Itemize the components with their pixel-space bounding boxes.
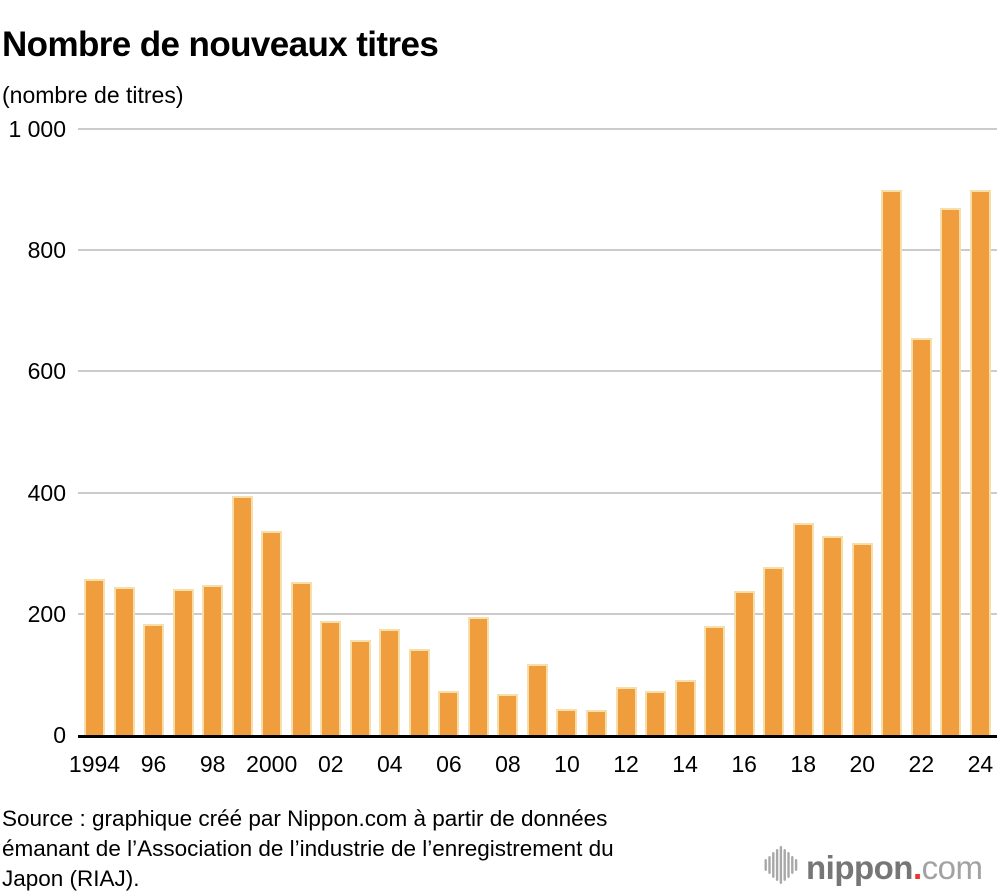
x-tick-label: 98 — [199, 751, 226, 777]
bar-2012 — [615, 687, 637, 735]
bar-1997 — [172, 589, 194, 735]
bar-2011 — [586, 710, 607, 735]
bar-2004 — [379, 629, 401, 735]
bar-2005 — [408, 649, 430, 735]
bar-2024 — [969, 190, 991, 735]
x-tick-label: 12 — [613, 751, 639, 777]
bar-2020 — [851, 543, 873, 735]
x-tick-label: 06 — [436, 751, 462, 777]
gridline — [78, 249, 997, 252]
bar-2022 — [910, 338, 932, 735]
bar-2018 — [792, 523, 814, 735]
nippon-logo: nippon.com — [764, 844, 983, 891]
bar-1994 — [84, 579, 105, 735]
logo-wordmark: nippon.com — [806, 848, 983, 887]
gridline — [78, 491, 997, 494]
x-tick-label: 20 — [849, 751, 876, 777]
bar-2008 — [497, 694, 519, 735]
source-line: émanant de l’Association de l’industrie … — [2, 836, 614, 861]
y-tick-label: 600 — [27, 358, 66, 385]
source-line: Source : graphique créé par Nippon.com à… — [2, 806, 608, 831]
bar-2014 — [674, 680, 696, 735]
x-tick-label: 16 — [731, 751, 757, 777]
bar-1999 — [231, 496, 253, 735]
y-tick-label: 400 — [27, 479, 66, 506]
source-line: Japon (RIAJ). — [2, 866, 140, 891]
bar-1996 — [143, 624, 165, 735]
bar-2002 — [320, 621, 342, 735]
x-tick-label: 04 — [377, 751, 403, 777]
bar-2009 — [526, 664, 548, 735]
bar-1995 — [113, 587, 135, 735]
y-tick-label: 0 — [53, 722, 66, 748]
x-tick-label: 96 — [140, 751, 167, 777]
y-tick-label: 200 — [27, 600, 66, 627]
bar-2001 — [290, 582, 312, 735]
chart-title: Nombre de nouveaux titres — [2, 25, 439, 65]
x-tick-label: 18 — [790, 751, 817, 777]
bar-2003 — [349, 640, 371, 735]
plot-area — [78, 128, 997, 735]
x-tick-label: 22 — [908, 751, 935, 777]
y-tick-label: 1 000 — [8, 116, 66, 142]
gridline — [78, 128, 997, 130]
bar-2010 — [556, 709, 578, 735]
gridline — [78, 612, 997, 615]
bar-2017 — [763, 567, 785, 735]
logo-text-nippon: nippon — [806, 848, 913, 886]
bar-2023 — [940, 208, 962, 735]
bar-2000 — [261, 531, 283, 735]
logo-text-com: com — [921, 848, 983, 886]
source-note: Source : graphique créé par Nippon.com à… — [2, 804, 614, 894]
x-tick-label: 1994 — [68, 751, 121, 777]
gridline — [78, 370, 997, 373]
x-tick-label: 08 — [495, 751, 521, 777]
bar-2015 — [704, 626, 726, 735]
y-axis-unit-label: (nombre de titres) — [2, 82, 184, 108]
soundwave-icon — [764, 844, 798, 891]
bar-2021 — [881, 190, 903, 735]
x-tick-label: 2000 — [246, 751, 298, 777]
x-tick-label: 02 — [317, 751, 344, 777]
bar-2016 — [733, 591, 755, 735]
y-tick-label: 800 — [27, 237, 66, 264]
bar-1998 — [202, 585, 224, 735]
bar-2006 — [438, 691, 460, 735]
logo-red-dot: . — [912, 848, 922, 886]
bar-2013 — [645, 691, 667, 735]
x-tick-label: 10 — [554, 751, 580, 777]
x-tick-label: 24 — [967, 751, 994, 777]
bar-2007 — [467, 617, 489, 735]
bar-2019 — [822, 536, 844, 735]
x-axis-line — [78, 735, 997, 738]
x-tick-label: 14 — [672, 751, 698, 777]
